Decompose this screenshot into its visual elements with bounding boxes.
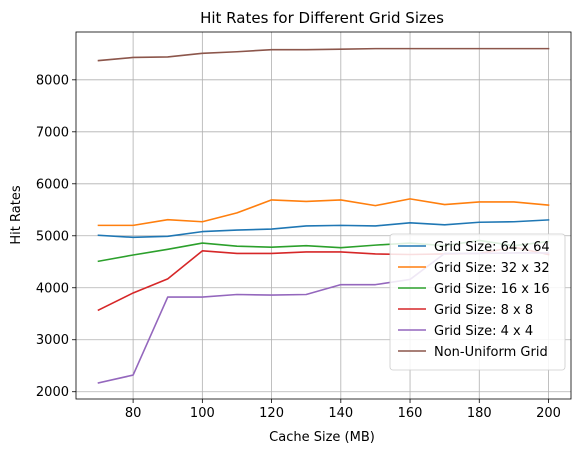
- x-axis-label: Cache Size (MB): [269, 430, 375, 445]
- legend-box: [389, 233, 566, 371]
- legend-entry: Grid Size: 4 x 4: [434, 324, 533, 339]
- legend-entry: Grid Size: 64 x 64: [434, 240, 550, 255]
- y-axis-label: Hit Rates: [9, 185, 24, 244]
- axis-ticks: 80 100 120 140 160 180 200 2000 3000 4000 5000 6000…: [36, 73, 561, 421]
- y-tick-label: 3000: [36, 333, 69, 348]
- x-tick-label: 160: [398, 406, 423, 421]
- x-tick-label: 200: [536, 406, 561, 421]
- y-tick-label: 5000: [36, 229, 69, 244]
- y-tick-label: 4000: [36, 281, 69, 296]
- legend-entry: Non-Uniform Grid: [434, 345, 548, 360]
- x-tick-label: 80: [125, 406, 142, 421]
- legend-entry: Grid Size: 8 x 8: [434, 303, 533, 318]
- legend: Grid Size: 64 x 64 Grid Size: 32 x 32 Grid…: [389, 233, 566, 371]
- plot-frame: [75, 31, 572, 400]
- y-tick-label: 7000: [36, 125, 69, 140]
- x-tick-label: 180: [467, 406, 492, 421]
- series-line-2: [97, 198, 550, 227]
- legend-entry: Grid Size: 32 x 32: [434, 261, 550, 276]
- x-tick-label: 140: [328, 406, 353, 421]
- x-tick-label: 120: [259, 406, 284, 421]
- x-tick-label: 100: [190, 406, 215, 421]
- series-line-1: [97, 219, 550, 239]
- y-tick-label: 8000: [36, 73, 69, 88]
- chart-title: Hit Rates for Different Grid Sizes: [200, 9, 444, 27]
- y-tick-label: 6000: [36, 177, 69, 192]
- legend-entry: Grid Size: 16 x 16: [434, 282, 550, 297]
- y-tick-label: 2000: [36, 385, 69, 400]
- series-line-6: [97, 47, 550, 62]
